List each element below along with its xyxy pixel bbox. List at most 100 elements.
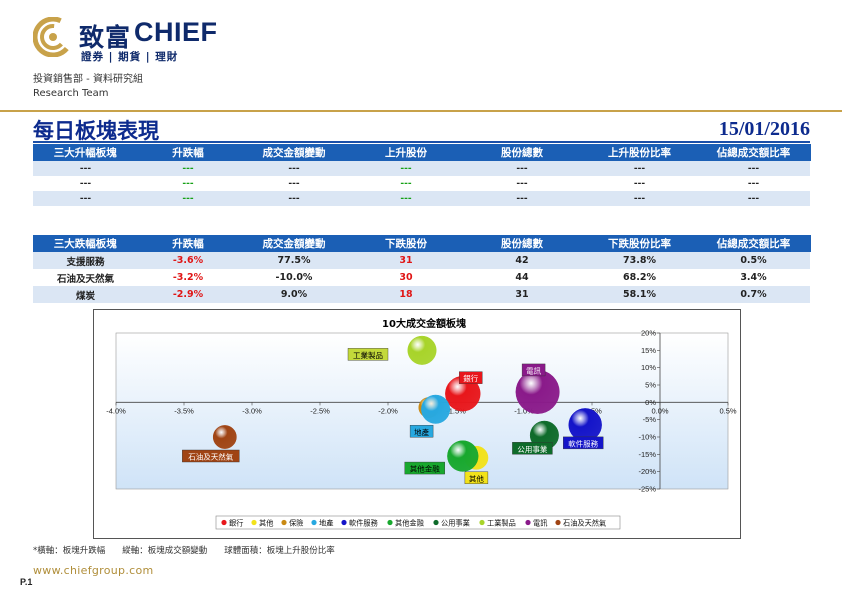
column-header: 股份總數 [462,144,583,161]
table-cell: 石油及天然氣 [56,273,114,285]
table-cell: --- [582,161,697,176]
bubble-label: 公用事業 [517,444,547,454]
legend-marker [387,519,393,526]
table-cell: 44 [515,272,529,283]
page-title: 每日板塊表現 [33,119,159,143]
table-row: 石油及天然氣 -3.2% -10.0% 30 44 68.2% 3.4% [33,269,810,286]
x-tick-label: 0.5% [719,406,736,415]
legend-marker [221,519,227,526]
legend-marker [479,519,485,526]
table-cell: 73.8% [582,252,697,269]
table-cell: 9.0% [238,286,350,303]
chart-title: 10大成交金額板塊 [382,317,466,330]
table-header-row: 三大升幅板塊 升跌幅 成交金額變動 上升股份 股份總數 上升股份比率 佔總成交額… [33,144,811,161]
bubble-3 [421,394,451,424]
table-cell: 支援服務 [33,252,138,269]
bubble-8 [515,369,560,414]
table-cell: --- [33,191,138,206]
legend-label: 保險 [289,519,303,528]
legend-label: 工業製品 [487,519,516,528]
top-losers-table: 三大跌幅板塊 升跌幅 成交金額變動 下跌股份 股份總數 下跌股份比率 佔總成交額… [33,235,811,303]
legend-marker [555,519,561,526]
table-cell: --- [138,161,238,176]
legend-label: 地產 [319,519,333,528]
bubble-label-box [521,363,546,377]
legend-marker [281,519,287,526]
legend-marker [525,519,531,526]
table-row: 支援服務 -3.6% 77.5% 31 42 73.8% 0.5% [33,252,810,269]
bubble-label: 其他金融 [410,464,440,474]
table-cell: --- [79,178,92,189]
brand-name-cn: 致富 [79,23,132,52]
x-tick-label: -2.5% [310,406,330,415]
department-en: Research Team [33,88,109,99]
y-tick-label: -10% [638,433,656,442]
table-cell: -3.6% [138,252,238,269]
axis-footnote: *橫軸：板塊升跌幅 縱軸：板塊成交額變動 球體面積：板塊上升股份比率 [33,546,335,556]
table-cell: --- [697,191,810,206]
bubble-label: 軟件服務 [568,438,598,448]
bubble-4 [568,408,602,442]
table-cell: --- [462,191,582,206]
column-header: 股份總數 [462,235,583,252]
table-cell: 30 [399,272,413,283]
bubble-label: 地產 [414,427,429,437]
chart-legend: 銀行 其他 保險 地產 軟件服務 其他金融 公用事業 工業製品 電訊 石油及天然氣 [215,515,621,530]
bubble-label-box [404,461,445,475]
legend-marker [433,519,439,526]
column-header: 下跌股份 [350,235,463,252]
sector-bubble-chart: 10大成交金額板塊 -4.0% -3.5% -3.0% -2.5% -2.0% -1.5%… [93,309,741,539]
bubble-label-box [512,442,553,455]
x-tick-label: -3.5% [174,406,194,415]
legend-marker [341,519,347,526]
table-cell: --- [697,161,810,176]
page-number: P.1 [20,577,33,587]
table-cell: --- [33,161,138,176]
table-cell: --- [462,161,582,176]
brand-tagline: 證券 | 期貨 | 理財 [81,51,179,63]
bubble-5 [447,440,479,472]
chief-logo-icon [33,17,73,57]
legend-label: 其他金融 [395,519,424,528]
legend-box [215,515,621,530]
column-header: 升跌幅 [138,235,239,252]
table-cell: --- [288,178,300,189]
x-tick-label: -4.0% [106,406,126,415]
y-tick-label: -5% [643,415,657,424]
title-divider [33,141,810,143]
table-cell: 0.7% [697,286,810,303]
bubble-label: 其他 [469,473,484,483]
bubble-label: 工業製品 [353,350,383,360]
table-cell: 42 [462,252,582,269]
bubble-label: 石油及天然氣 [188,452,233,462]
website-link[interactable]: www.chiefgroup.com [33,564,154,577]
y-tick-label: -15% [638,450,656,459]
bubble-label-box [464,471,489,485]
table-cell: --- [633,178,646,189]
table-row: --- --- --- --- --- --- --- [33,191,810,206]
y-tick-label: 20% [641,329,656,338]
column-header: 佔總成交額比率 [697,144,811,161]
bubble-label-box [409,425,434,438]
table-cell: 煤炭 [33,286,138,303]
header-divider [0,110,842,112]
department-cn: 投資銷售部 - 資料研究組 [33,74,143,85]
table-cell: --- [516,178,528,189]
bubble-chart-svg: 10大成交金額板塊 -4.0% -3.5% -3.0% -2.5% -2.0% -1.5%… [106,317,737,530]
table-cell: 68.2% [623,272,656,283]
legend-label: 石油及天然氣 [563,519,606,528]
department-block: 投資銷售部 - 資料研究組 Research Team [33,73,143,101]
column-header: 下跌股份比率 [582,235,698,252]
table-row: --- --- --- --- --- --- --- [33,176,810,191]
bubble-label-box [459,371,483,384]
company-logo: 致富 CHIEF 證券 | 期貨 | 理財 [33,14,243,64]
bubble-label: 銀行 [463,373,478,383]
column-header: 佔總成交額比率 [697,235,811,252]
table-cell: --- [182,178,194,189]
column-header: 三大跌幅板塊 [33,235,139,252]
bubble-label-box [347,348,389,361]
table-cell: --- [582,191,697,206]
bubble-label: 電訊 [526,365,542,375]
y-tick-label: 10% [641,363,656,372]
y-tick-label: 5% [645,381,656,390]
